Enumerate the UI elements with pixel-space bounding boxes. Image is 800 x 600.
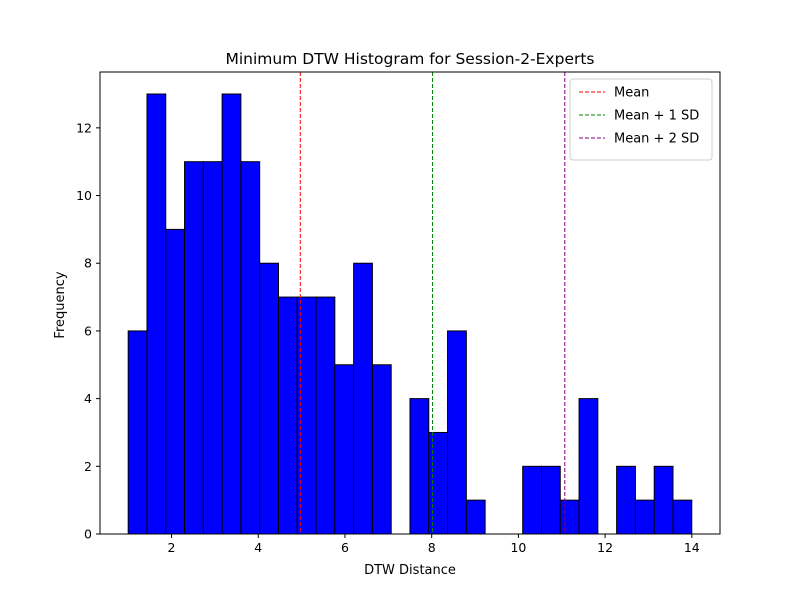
plot-frame bbox=[99, 71, 721, 535]
histogram-bar bbox=[465, 499, 486, 535]
x-tick-label: 14 bbox=[684, 540, 700, 555]
y-tick-label: 0 bbox=[84, 527, 92, 542]
y-tick-label: 10 bbox=[76, 188, 92, 203]
histogram-bar bbox=[672, 499, 693, 535]
histogram-bar bbox=[146, 93, 167, 535]
y-tick-label: 8 bbox=[84, 256, 92, 271]
histogram-bar bbox=[428, 431, 449, 535]
histogram-bar bbox=[353, 262, 373, 535]
x-tick-label: 12 bbox=[597, 540, 613, 555]
legend-label: Mean + 2 SD bbox=[614, 132, 699, 147]
x-axis-label: DTW Distance bbox=[364, 563, 456, 578]
histogram-bar bbox=[559, 499, 580, 535]
y-tick-label: 6 bbox=[84, 323, 92, 338]
histogram-bar bbox=[165, 228, 186, 535]
y-axis-ticks: 0 2 4 6 8 10 12 bbox=[76, 120, 100, 542]
x-tick-label: 2 bbox=[168, 540, 176, 555]
histogram-bar bbox=[522, 465, 542, 535]
chart-title: Minimum DTW Histogram for Session-2-Expe… bbox=[225, 50, 594, 68]
x-tick-label: 6 bbox=[341, 540, 349, 555]
legend: Mean Mean + 1 SD Mean + 2 SD bbox=[569, 78, 713, 161]
histogram-bar bbox=[578, 398, 599, 535]
histogram-bar bbox=[653, 465, 674, 535]
y-tick-label: 12 bbox=[76, 120, 92, 135]
x-tick-label: 8 bbox=[428, 540, 436, 555]
histogram-bar bbox=[127, 330, 148, 535]
reference-lines-group bbox=[299, 72, 566, 534]
y-tick-label: 2 bbox=[84, 459, 92, 474]
histogram-bar bbox=[447, 330, 467, 535]
histogram-bar bbox=[315, 296, 336, 535]
y-axis-label: Frequency bbox=[53, 271, 68, 338]
histogram-bar bbox=[540, 465, 561, 535]
histogram-bar bbox=[616, 465, 636, 535]
legend-label: Mean bbox=[614, 86, 649, 101]
histogram-bar bbox=[277, 296, 298, 535]
y-tick-label: 4 bbox=[84, 391, 92, 406]
histogram-bar bbox=[221, 93, 242, 535]
x-axis-ticks: 2 4 6 8 10 12 14 bbox=[168, 534, 700, 555]
bars-group bbox=[127, 93, 693, 535]
histogram-bar bbox=[634, 499, 655, 535]
x-tick-label: 10 bbox=[510, 540, 526, 555]
legend-box bbox=[569, 78, 713, 161]
histogram-bar bbox=[259, 262, 279, 535]
legend-label: Mean + 1 SD bbox=[614, 109, 699, 124]
histogram-bar bbox=[202, 161, 223, 535]
histogram-bar bbox=[184, 161, 204, 535]
histogram-bar bbox=[240, 161, 261, 535]
x-tick-label: 4 bbox=[254, 540, 262, 555]
histogram-bar bbox=[334, 364, 355, 535]
histogram-bar bbox=[371, 364, 392, 535]
histogram-bar bbox=[409, 398, 430, 535]
